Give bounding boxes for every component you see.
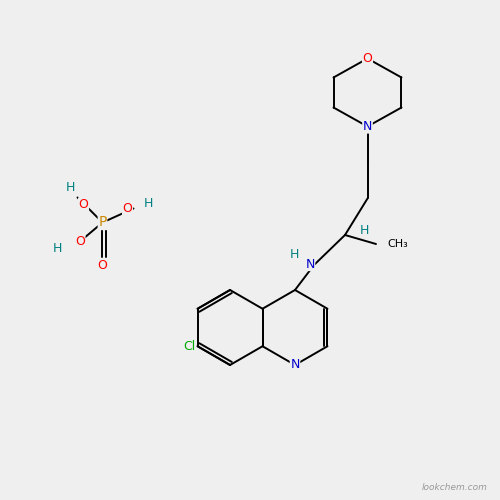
Text: H: H xyxy=(144,197,153,210)
Text: N: N xyxy=(290,358,300,372)
Text: O: O xyxy=(122,202,132,215)
Text: O: O xyxy=(75,235,85,248)
Text: lookchem.com: lookchem.com xyxy=(422,484,488,492)
Text: H: H xyxy=(290,248,298,262)
Text: N: N xyxy=(306,258,314,270)
Text: O: O xyxy=(78,198,88,211)
Text: P: P xyxy=(98,216,106,230)
Text: O: O xyxy=(98,259,108,272)
Text: N: N xyxy=(363,120,372,133)
Text: H: H xyxy=(66,181,75,194)
Text: H: H xyxy=(360,224,368,236)
Text: H: H xyxy=(53,242,62,255)
Text: Cl: Cl xyxy=(183,340,195,353)
Text: O: O xyxy=(362,52,372,65)
Text: CH₃: CH₃ xyxy=(387,239,408,249)
